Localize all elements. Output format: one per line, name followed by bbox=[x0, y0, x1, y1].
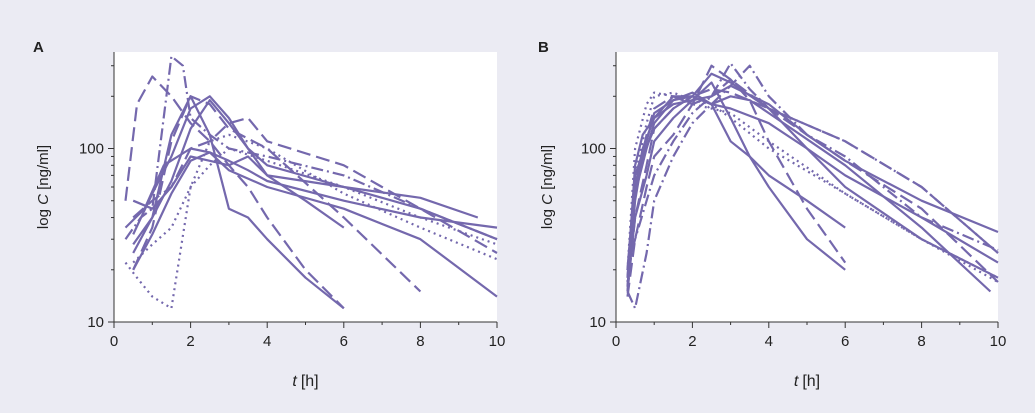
y-axis-label-unit: [ng/ml] bbox=[539, 145, 556, 194]
x-axis-label: t [h] bbox=[794, 373, 820, 390]
chart-panel-a: A 0 2 4 6 8 10 10 100 t [h] log C [ng/ml] bbox=[33, 39, 505, 390]
panel-label: B bbox=[538, 39, 549, 56]
x-axis-label-unit: [h] bbox=[802, 373, 820, 390]
series-line-11 bbox=[124, 133, 498, 310]
x-axis-label-symbol: t bbox=[794, 373, 799, 390]
series-line-12 bbox=[626, 91, 999, 279]
x-tick-label: 8 bbox=[917, 333, 925, 350]
series-line-8 bbox=[132, 95, 422, 293]
series-line-7 bbox=[124, 75, 345, 310]
y-tick-label: 10 bbox=[589, 314, 606, 331]
chart-panel-b: B 0 2 4 6 8 10 10 100 t [h] log C [ng/ml] bbox=[538, 39, 1006, 390]
x-tick-label: 10 bbox=[489, 333, 506, 350]
series-line-3 bbox=[132, 151, 498, 298]
series-line-9 bbox=[626, 87, 999, 292]
y-tick-label: 100 bbox=[79, 141, 104, 158]
x-tick-label: 4 bbox=[263, 333, 271, 350]
series-line-13 bbox=[626, 91, 999, 283]
x-tick-label: 2 bbox=[688, 333, 696, 350]
y-tick-label: 10 bbox=[87, 314, 104, 331]
series-line-8 bbox=[626, 78, 847, 287]
series-line-9 bbox=[132, 116, 498, 254]
series-line-10 bbox=[124, 55, 498, 241]
y-axis-label: log C [ng/ml] bbox=[539, 145, 556, 229]
panel-label: A bbox=[33, 39, 44, 56]
x-tick-label: 6 bbox=[841, 333, 849, 350]
y-axis-label-symbol: C bbox=[539, 194, 556, 205]
series-line-10 bbox=[626, 62, 999, 271]
x-tick-label: 4 bbox=[765, 333, 773, 350]
series-line-5 bbox=[626, 81, 846, 287]
x-tick-label: 2 bbox=[186, 333, 194, 350]
series-line-11 bbox=[626, 64, 999, 310]
y-axis-label: log C [ng/ml] bbox=[35, 145, 52, 229]
x-tick-label: 0 bbox=[110, 333, 118, 350]
plot-area bbox=[616, 52, 998, 322]
series-line-6 bbox=[132, 95, 345, 235]
y-axis-label-prefix: log bbox=[539, 205, 556, 229]
series-line-7 bbox=[626, 64, 999, 297]
series-line-1 bbox=[124, 147, 498, 229]
x-axis-label: t [h] bbox=[292, 373, 318, 390]
y-axis-label-symbol: C bbox=[35, 194, 52, 205]
x-tick-label: 6 bbox=[340, 333, 348, 350]
y-tick-label: 100 bbox=[581, 141, 606, 158]
y-axis-label-prefix: log bbox=[35, 205, 52, 229]
x-tick-label: 10 bbox=[990, 333, 1007, 350]
x-tick-label: 0 bbox=[612, 333, 620, 350]
x-axis-label-symbol: t bbox=[292, 373, 297, 390]
x-tick-label: 8 bbox=[416, 333, 424, 350]
series-line-12 bbox=[132, 147, 498, 264]
y-axis-label-unit: [ng/ml] bbox=[35, 145, 52, 194]
x-axis-label-unit: [h] bbox=[301, 373, 319, 390]
